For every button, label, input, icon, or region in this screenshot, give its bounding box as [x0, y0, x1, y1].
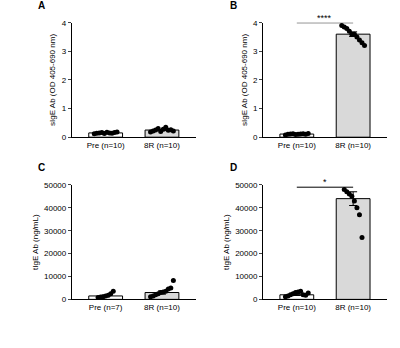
svg-text:3: 3 — [253, 47, 258, 56]
svg-text:8R (n=10): 8R (n=10) — [144, 141, 180, 150]
svg-text:20000: 20000 — [235, 249, 258, 258]
svg-text:sIgE Ab (OD 405-690 nm): sIgE Ab (OD 405-690 nm) — [240, 34, 249, 126]
svg-text:Pre (n=7): Pre (n=7) — [89, 303, 123, 312]
svg-text:8R (n=10): 8R (n=10) — [144, 303, 180, 312]
svg-text:B: B — [230, 0, 237, 11]
svg-text:****: **** — [317, 13, 332, 23]
svg-text:C: C — [38, 162, 45, 173]
svg-text:sIgE Ab (OD 405-690 nm): sIgE Ab (OD 405-690 nm) — [49, 34, 58, 126]
svg-text:4: 4 — [62, 19, 67, 28]
svg-text:30000: 30000 — [235, 226, 258, 235]
svg-text:Pre (n=10): Pre (n=10) — [278, 303, 316, 312]
svg-text:A: A — [38, 0, 45, 11]
svg-text:tIgE Ab (ng/mL): tIgE Ab (ng/mL) — [31, 214, 40, 270]
svg-text:*: * — [323, 177, 327, 187]
svg-text:3: 3 — [62, 47, 67, 56]
svg-text:40000: 40000 — [44, 204, 67, 213]
svg-text:30000: 30000 — [44, 226, 67, 235]
svg-text:D: D — [230, 162, 237, 173]
svg-text:1: 1 — [62, 104, 67, 113]
svg-text:1: 1 — [253, 104, 258, 113]
svg-text:0: 0 — [253, 295, 258, 304]
svg-text:10000: 10000 — [44, 272, 67, 281]
svg-text:8R (n=10): 8R (n=10) — [335, 141, 371, 150]
svg-text:0: 0 — [62, 295, 67, 304]
svg-text:50000: 50000 — [44, 181, 67, 190]
svg-text:0: 0 — [62, 133, 67, 142]
svg-text:50000: 50000 — [235, 181, 258, 190]
svg-text:20000: 20000 — [44, 249, 67, 258]
svg-text:40000: 40000 — [235, 204, 258, 213]
svg-text:tIgE Ab (ng/mL): tIgE Ab (ng/mL) — [222, 214, 231, 270]
svg-text:Pre (n=10): Pre (n=10) — [87, 141, 125, 150]
svg-text:Pre (n=10): Pre (n=10) — [278, 141, 316, 150]
svg-text:2: 2 — [253, 76, 258, 85]
svg-text:4: 4 — [253, 19, 258, 28]
svg-text:8R (n=10): 8R (n=10) — [335, 303, 371, 312]
svg-text:2: 2 — [62, 76, 67, 85]
svg-text:0: 0 — [253, 133, 258, 142]
svg-text:10000: 10000 — [235, 272, 258, 281]
